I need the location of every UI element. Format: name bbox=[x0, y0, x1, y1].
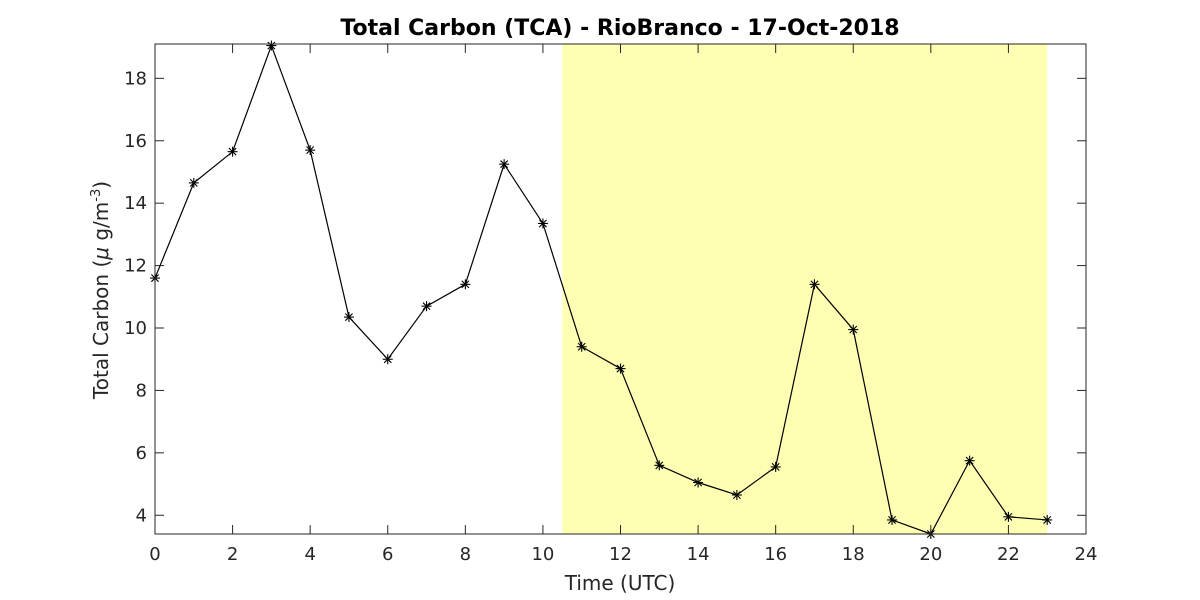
y-axis-label-close: ) bbox=[89, 181, 113, 189]
x-tick-label: 12 bbox=[609, 544, 632, 565]
x-tick-label: 24 bbox=[1075, 544, 1098, 565]
data-point bbox=[460, 279, 471, 290]
y-axis-label-exponent: -3 bbox=[89, 189, 104, 202]
x-tick-label: 10 bbox=[531, 544, 554, 565]
y-axis-label-unit: g/m bbox=[89, 202, 113, 247]
data-point bbox=[809, 279, 820, 290]
x-ticks: 0 2 4 6 8 10 12 14 16 18 20 22 24 bbox=[149, 44, 1097, 565]
x-tick-label: 20 bbox=[919, 544, 942, 565]
series-layer bbox=[150, 40, 1053, 539]
chart-title: Total Carbon (TCA) - RioBranco - 17-Oct-… bbox=[340, 16, 899, 41]
x-axis-label: Time (UTC) bbox=[564, 571, 676, 595]
y-tick-label: 12 bbox=[124, 256, 147, 277]
data-point bbox=[964, 455, 975, 466]
data-point bbox=[266, 40, 277, 51]
data-point bbox=[848, 324, 859, 335]
y-axis-label-main: Total Carbon ( bbox=[89, 260, 113, 400]
x-tick-label: 6 bbox=[382, 544, 393, 565]
data-point bbox=[887, 514, 898, 525]
data-point bbox=[731, 489, 742, 500]
y-tick-label: 4 bbox=[136, 505, 147, 526]
y-tick-label: 6 bbox=[136, 443, 147, 464]
highlight-region bbox=[562, 44, 1048, 534]
data-point bbox=[1042, 514, 1053, 525]
highlight-region-layer bbox=[562, 44, 1048, 534]
y-tick-label: 18 bbox=[124, 68, 147, 89]
x-tick-label: 0 bbox=[149, 544, 160, 565]
data-point bbox=[227, 146, 238, 157]
data-point bbox=[343, 312, 354, 323]
x-tick-label: 2 bbox=[227, 544, 238, 565]
data-point bbox=[654, 460, 665, 471]
data-point bbox=[693, 477, 704, 488]
x-tick-label: 8 bbox=[460, 544, 471, 565]
x-tick-label: 4 bbox=[304, 544, 315, 565]
data-point bbox=[499, 159, 510, 170]
data-point bbox=[537, 218, 548, 229]
y-axis-label: Total Carbon (μ g/m-3) bbox=[89, 181, 113, 400]
data-point bbox=[1003, 511, 1014, 522]
data-point bbox=[382, 354, 393, 365]
y-tick-label: 14 bbox=[124, 193, 147, 214]
x-tick-label: 22 bbox=[997, 544, 1020, 565]
series-line bbox=[154, 43, 1048, 535]
data-point bbox=[615, 363, 626, 374]
data-point bbox=[188, 177, 199, 188]
x-tick-label: 16 bbox=[764, 544, 787, 565]
y-ticks: 4 6 8 10 12 14 16 18 bbox=[124, 68, 1086, 526]
y-tick-label: 10 bbox=[124, 318, 147, 339]
y-axis-label-mu: μ bbox=[89, 247, 113, 261]
y-tick-label: 8 bbox=[136, 380, 147, 401]
data-point bbox=[576, 341, 587, 352]
x-tick-label: 14 bbox=[687, 544, 710, 565]
data-point bbox=[305, 145, 316, 156]
data-point bbox=[770, 461, 781, 472]
x-tick-label: 18 bbox=[842, 544, 865, 565]
y-tick-label: 16 bbox=[124, 131, 147, 152]
data-point bbox=[421, 301, 432, 312]
